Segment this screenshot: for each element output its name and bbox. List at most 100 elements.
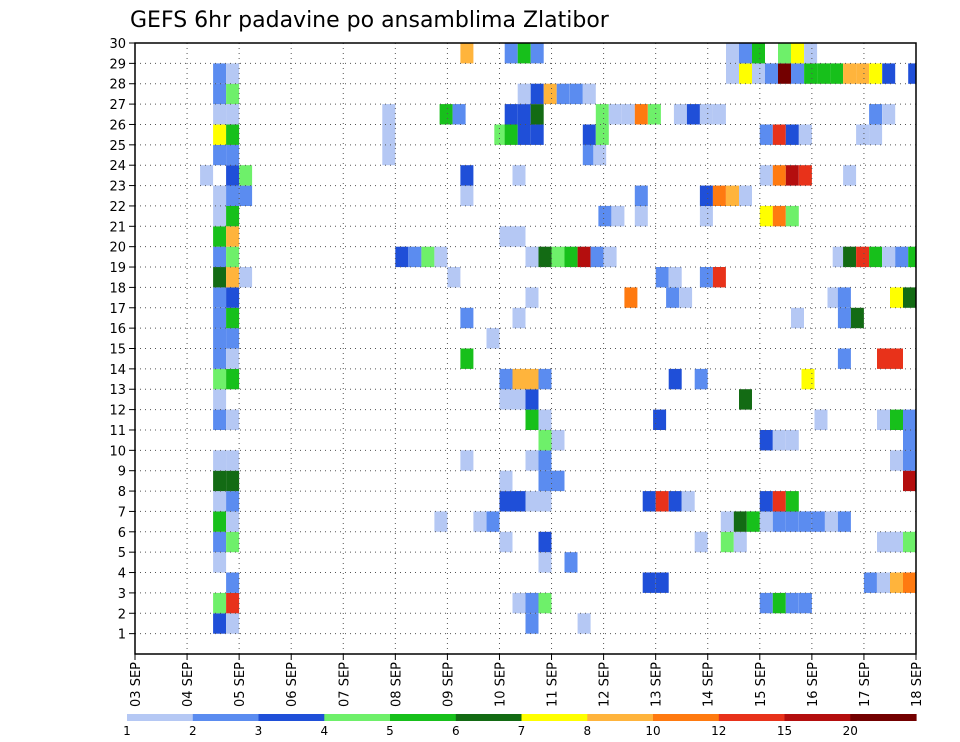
heatmap-cell [811, 511, 825, 532]
heatmap-cell [447, 267, 461, 288]
heatmap-cell [499, 470, 513, 492]
heatmap-cell [890, 287, 903, 308]
heatmap-cell [226, 144, 240, 166]
heatmap-cell [538, 450, 552, 471]
heatmap-cell [856, 124, 870, 145]
heatmap-cell [582, 144, 596, 166]
heatmap-cell [798, 592, 812, 614]
heatmap-cell [239, 165, 253, 186]
heatmap-cell [647, 104, 661, 125]
gridlines [135, 43, 916, 654]
y-tick-label: 17 [109, 302, 126, 317]
heatmap-cell [804, 43, 818, 64]
heatmap-cell [726, 185, 739, 206]
y-tick-label: 7 [118, 505, 126, 520]
heatmap-cell [538, 368, 552, 390]
heatmap-cell [499, 226, 513, 247]
heatmap-cell [765, 63, 778, 84]
heatmap-cell [772, 124, 786, 145]
heatmap-cell [226, 368, 240, 390]
heatmap-cell [499, 491, 513, 512]
heatmap-cell [213, 104, 227, 125]
heatmap-cell [525, 613, 539, 634]
heatmap-cell [739, 389, 752, 410]
heatmap-cell [382, 124, 396, 145]
heatmap-cell [460, 348, 474, 369]
heatmap-cell [903, 409, 916, 430]
heatmap-cell [538, 552, 552, 573]
heatmap-cell [739, 63, 752, 84]
heatmap-cell [694, 368, 708, 390]
heatmap-cell [486, 511, 500, 532]
y-axis: 1234567891011121314151617181920212223242… [109, 37, 135, 643]
heatmap-cell [577, 613, 591, 634]
heatmap-cell [213, 389, 227, 410]
y-tick-label: 29 [109, 57, 126, 72]
heatmap-cell [538, 470, 552, 492]
x-tick-label: 05 SEP [233, 662, 248, 707]
colorbar-label: 4 [320, 724, 328, 738]
heatmap-cell [877, 572, 890, 593]
colorbar-swatch [390, 714, 457, 721]
heatmap-cell [837, 307, 851, 329]
heatmap-cell [681, 491, 695, 512]
heatmap-cell [798, 165, 812, 186]
x-tick-label: 17 SEP [858, 662, 873, 707]
heatmap-cell [668, 491, 682, 512]
x-tick-label: 14 SEP [702, 662, 717, 707]
heatmap-cell [434, 511, 448, 532]
colorbar-swatch [718, 714, 786, 721]
heatmap-cell [785, 592, 799, 614]
heatmap-cell [530, 104, 544, 125]
heatmap-cell [817, 63, 831, 84]
heatmap-cell [213, 613, 227, 634]
heatmap-cell [791, 43, 804, 64]
heatmap-cell [712, 104, 726, 125]
heatmap-cell [699, 205, 713, 227]
x-tick-label: 12 SEP [598, 662, 613, 707]
heatmap-cell [213, 470, 227, 492]
heatmap-cell [213, 246, 227, 268]
heatmap-cell [759, 205, 773, 227]
heatmap-cell [226, 307, 240, 329]
heatmap-cell [226, 185, 240, 206]
x-tick-label: 11 SEP [546, 662, 561, 707]
y-tick-label: 11 [109, 424, 126, 439]
heatmap-cell [564, 246, 578, 268]
heatmap-cell [213, 348, 227, 369]
heatmap-cell [759, 511, 773, 532]
heatmap-cell [608, 104, 622, 125]
heatmap-cell [577, 246, 591, 268]
heatmap-cell [504, 43, 518, 64]
heatmap-cell [785, 491, 799, 512]
y-tick-label: 26 [109, 118, 126, 133]
heatmap-cell [624, 287, 638, 308]
heatmap-cell [611, 205, 625, 227]
heatmap-cell [226, 572, 240, 593]
heatmap-cell [824, 511, 838, 532]
heatmap-cell [882, 63, 896, 84]
y-tick-label: 18 [109, 281, 126, 296]
heatmap-cell [759, 165, 773, 186]
heatmap-cell [739, 185, 752, 206]
heatmap-cell [733, 531, 747, 553]
heatmap-cell [460, 307, 474, 329]
colorbar-label: 20 [843, 724, 858, 738]
heatmap-cell [908, 246, 916, 268]
heatmap-cell [634, 205, 648, 227]
heatmap-cell [226, 511, 240, 532]
heatmap-cells [200, 43, 916, 634]
heatmap-cell [494, 124, 508, 145]
x-axis: 03 SEP 04 SEP 05 SEP 06 SEP 07 SEP 08 SEP 09 S… [129, 654, 925, 707]
heatmap-cell [556, 83, 570, 105]
heatmap-cell [843, 246, 857, 268]
x-tick-label: 06 SEP [285, 662, 300, 707]
heatmap-cell [699, 185, 713, 206]
heatmap-cell [733, 511, 747, 532]
heatmap-cell [213, 205, 227, 227]
colorbar: 1 2 3 4 5 6 7 8 10 12 15 20 [123, 714, 917, 738]
heatmap-cell [890, 348, 903, 369]
heatmap-cell [712, 185, 726, 206]
heatmap-cell [903, 287, 916, 308]
heatmap-cell [655, 572, 669, 593]
